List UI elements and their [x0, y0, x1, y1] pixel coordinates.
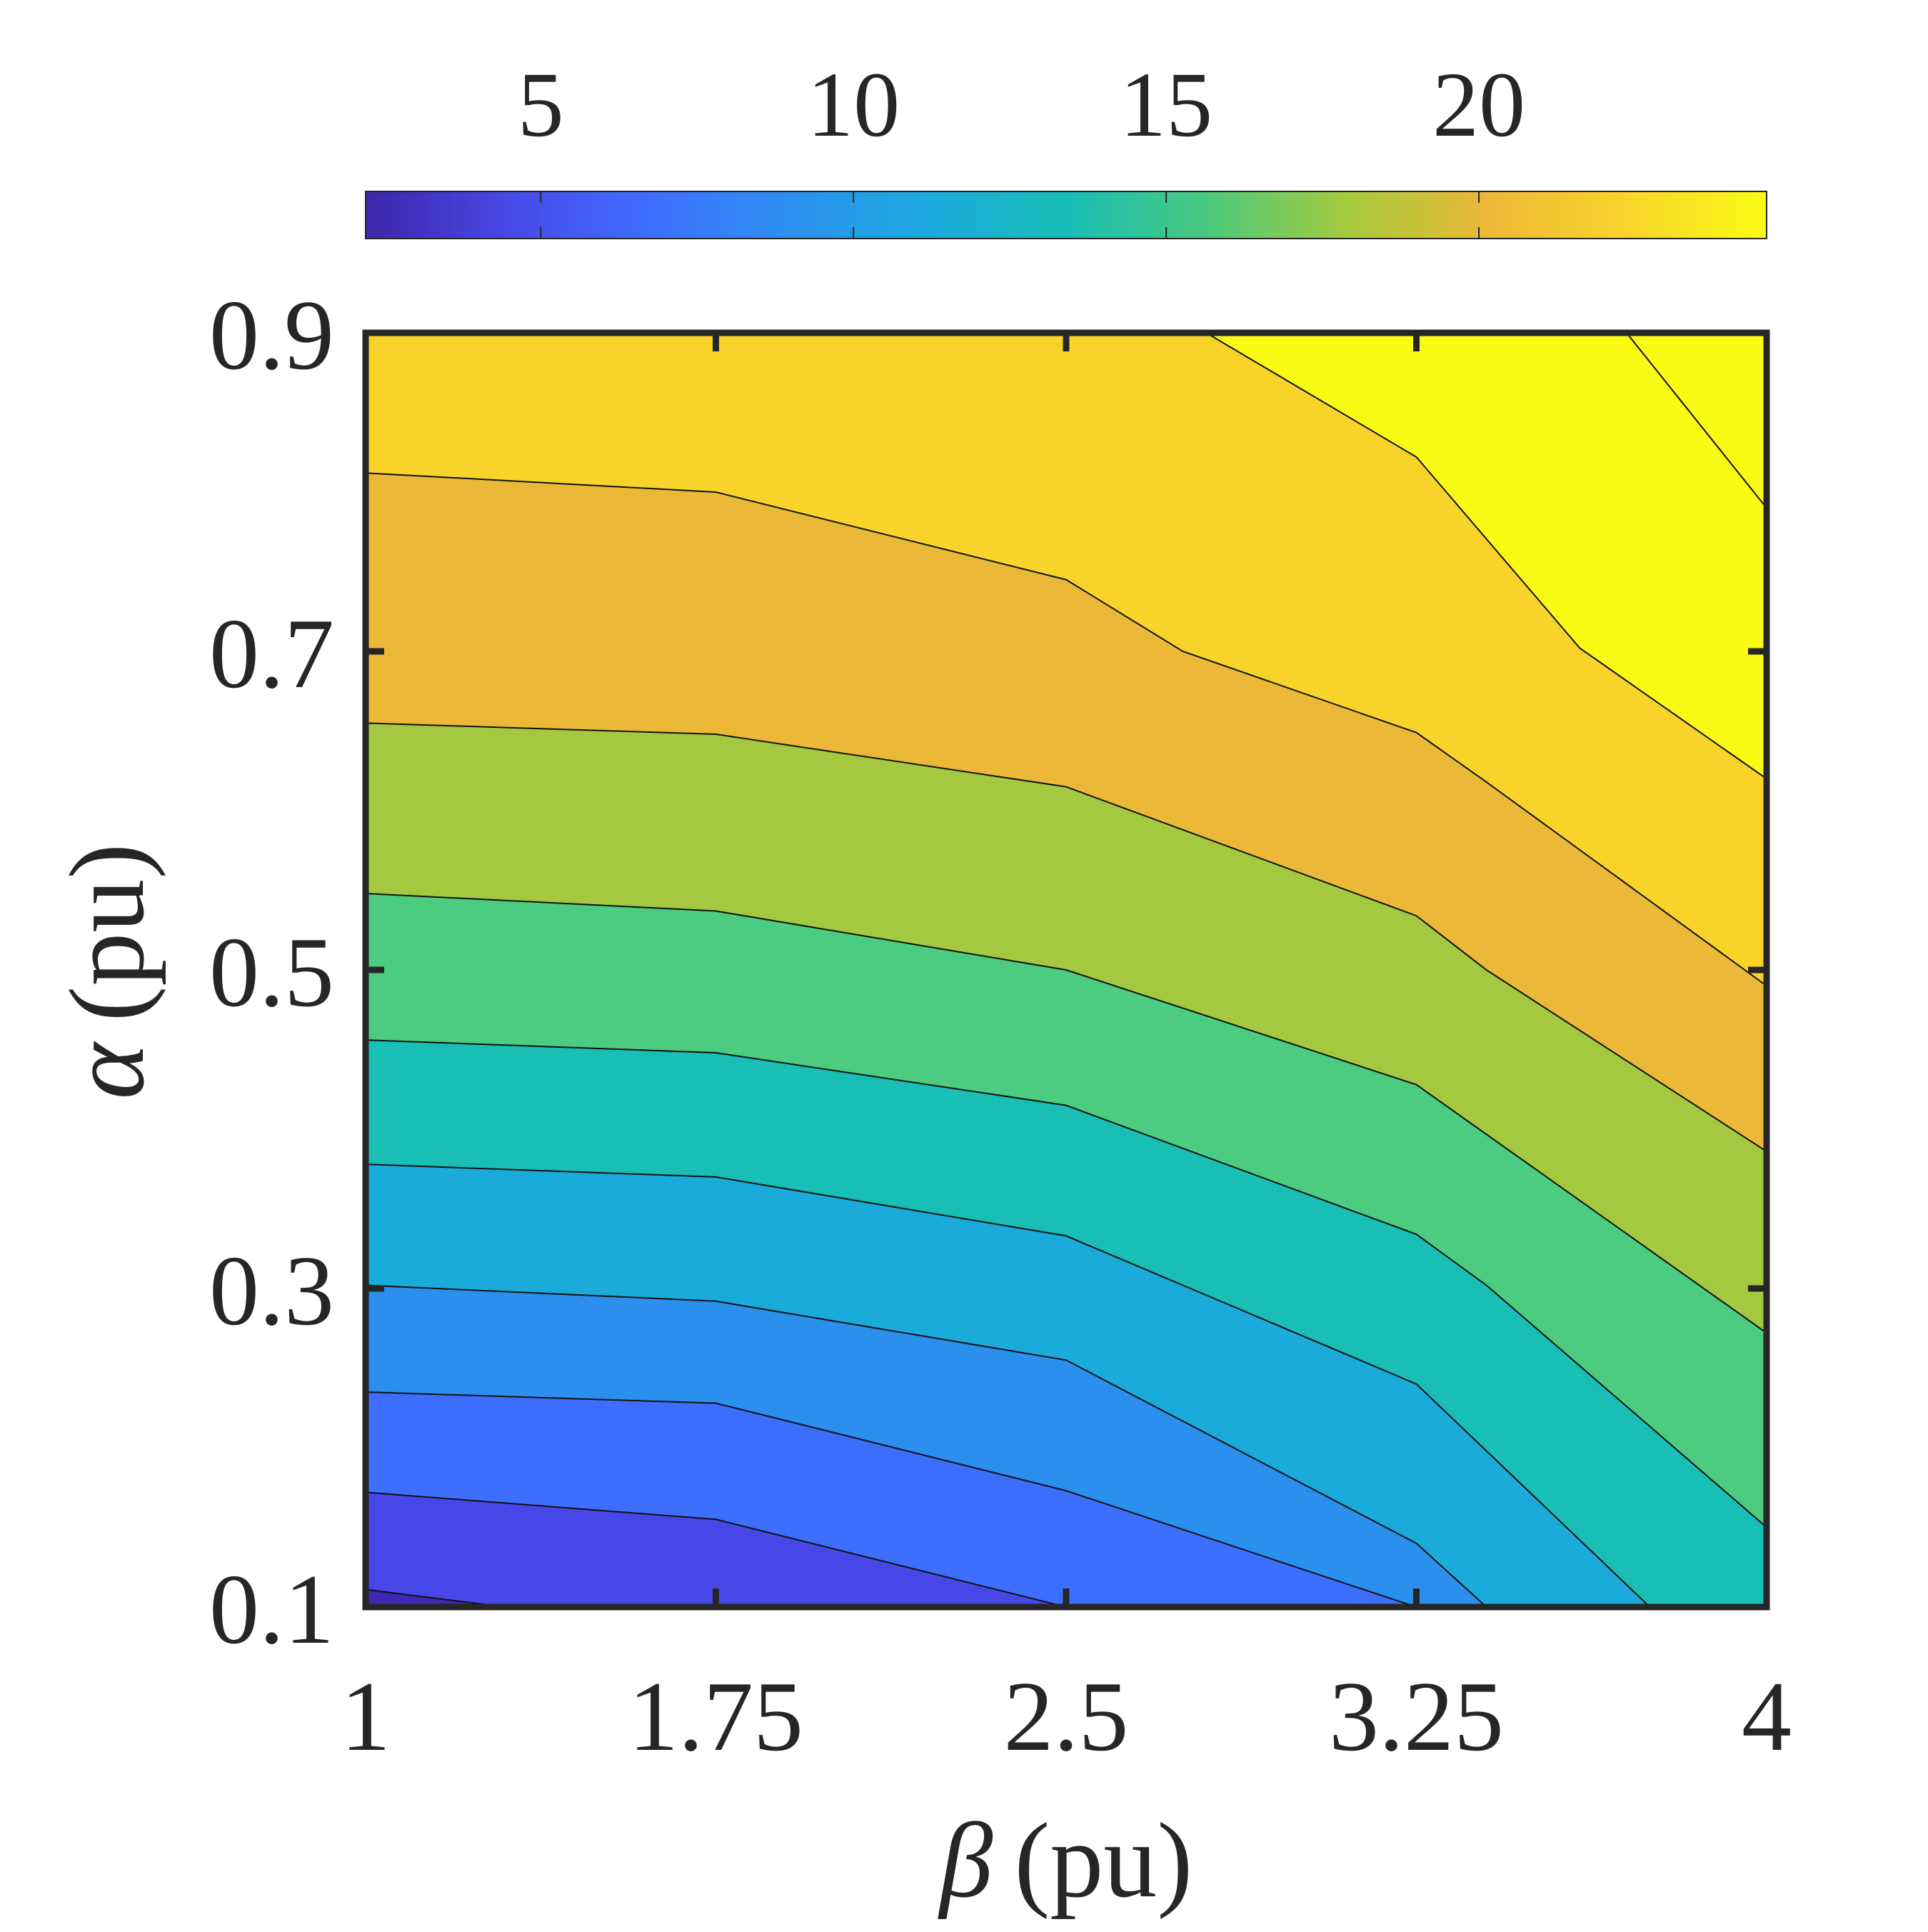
colorbar-tick-label: 10 — [807, 54, 900, 156]
y-tick-label: 0.5 — [209, 917, 334, 1028]
x-axis-symbol: β — [938, 1801, 993, 1920]
colorbar-gradient — [365, 191, 1767, 239]
y-axis-unit: (pu) — [48, 844, 166, 1022]
x-axis-unit: (pu) — [1014, 1801, 1193, 1920]
x-tick-label: 2.5 — [1004, 1661, 1129, 1772]
plot-area: 1 1.75 2.5 3.25 4 0.1 0.3 0.5 0.7 0.9 — [209, 280, 1792, 1772]
contour-line-6 — [366, 1491, 1067, 1607]
y-tick-label: 0.9 — [209, 280, 334, 391]
x-axis-label: β (pu) — [938, 1801, 1193, 1920]
colorbar-tick-label: 15 — [1120, 54, 1212, 156]
x-tick-label: 1 — [341, 1661, 391, 1772]
colorbar-ticks: 5 10 15 20 — [518, 54, 1525, 239]
x-tick-label: 1.75 — [628, 1661, 803, 1772]
contour-line-24 — [1626, 333, 1767, 509]
contour-line-12 — [366, 1163, 1651, 1607]
colorbar: 5 10 15 20 — [365, 54, 1767, 239]
contour-line-8 — [366, 1391, 1417, 1607]
y-tick-label: 0.1 — [209, 1554, 334, 1665]
contour-line-20 — [366, 472, 1767, 987]
contour-line-18 — [366, 722, 1767, 1153]
contour-line-16 — [366, 893, 1767, 1334]
contour-lines — [366, 333, 1767, 1607]
colorbar-tick-label: 5 — [518, 54, 564, 156]
contour-line-14 — [366, 1039, 1767, 1528]
contour-band-20 — [366, 333, 1767, 986]
y-axis-symbol: α — [48, 1041, 166, 1099]
y-axis-label: α (pu) — [48, 844, 166, 1100]
contour-band-22 — [1206, 333, 1767, 779]
y-tick-label: 0.7 — [209, 599, 334, 709]
y-tick-label: 0.3 — [209, 1236, 334, 1346]
contour-line-10 — [366, 1284, 1487, 1607]
x-tick-label: 3.25 — [1329, 1661, 1504, 1772]
x-tick-label: 4 — [1742, 1661, 1792, 1772]
x-axis-ticks: 1 1.75 2.5 3.25 4 — [341, 333, 1792, 1772]
contour-line-22 — [1205, 333, 1767, 780]
y-axis-ticks: 0.1 0.3 0.5 0.7 0.9 — [209, 280, 1767, 1665]
colorbar-tick-label: 20 — [1432, 54, 1525, 156]
